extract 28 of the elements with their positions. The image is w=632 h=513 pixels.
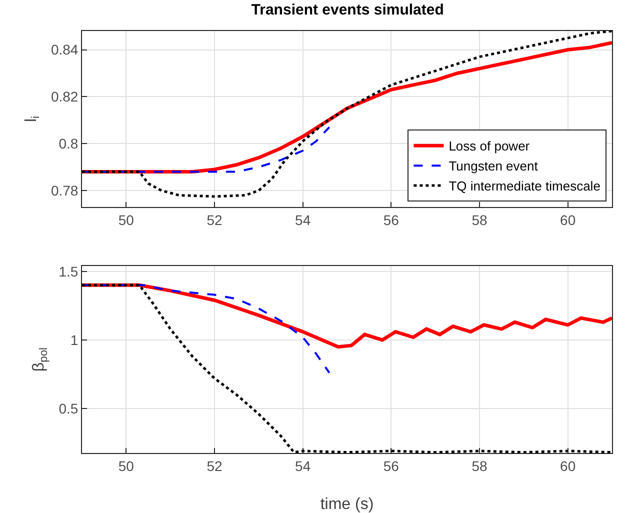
y-tick-label: 1 <box>70 332 78 348</box>
y-tick-label: 0.82 <box>50 88 78 105</box>
x-tick-label: 52 <box>206 212 222 228</box>
legend-label: Tungsten event <box>448 158 538 174</box>
x-tick-label: 56 <box>383 458 400 474</box>
x-tick-label: 58 <box>472 212 488 228</box>
x-axis-title: time (s) <box>320 496 374 513</box>
x-tick-label: 56 <box>383 212 400 228</box>
x-tick-label: 54 <box>295 458 311 474</box>
y-tick-label: 0.5 <box>58 400 78 416</box>
legend-label: TQ intermediate timescale <box>448 178 600 194</box>
line-series <box>82 126 330 173</box>
x-tick-label: 50 <box>118 212 134 228</box>
y-tick-label: 0.78 <box>50 182 78 198</box>
x-tick-label: 54 <box>295 212 311 228</box>
y-tick-label: 0.84 <box>50 42 78 58</box>
x-tick-label: 50 <box>118 458 134 474</box>
chart-title: Transient events simulated <box>251 1 444 18</box>
line-series <box>82 31 612 198</box>
y-tick-label: 1.5 <box>58 263 78 280</box>
legend-label: Loss of power <box>448 138 530 154</box>
x-tick-label: 60 <box>560 212 576 228</box>
line-series <box>82 284 330 374</box>
line-series <box>82 284 612 453</box>
x-tick-label: 58 <box>472 458 488 474</box>
x-tick-label: 60 <box>560 458 576 474</box>
y-tick-label: 0.8 <box>58 136 78 152</box>
x-tick-label: 52 <box>206 458 222 474</box>
